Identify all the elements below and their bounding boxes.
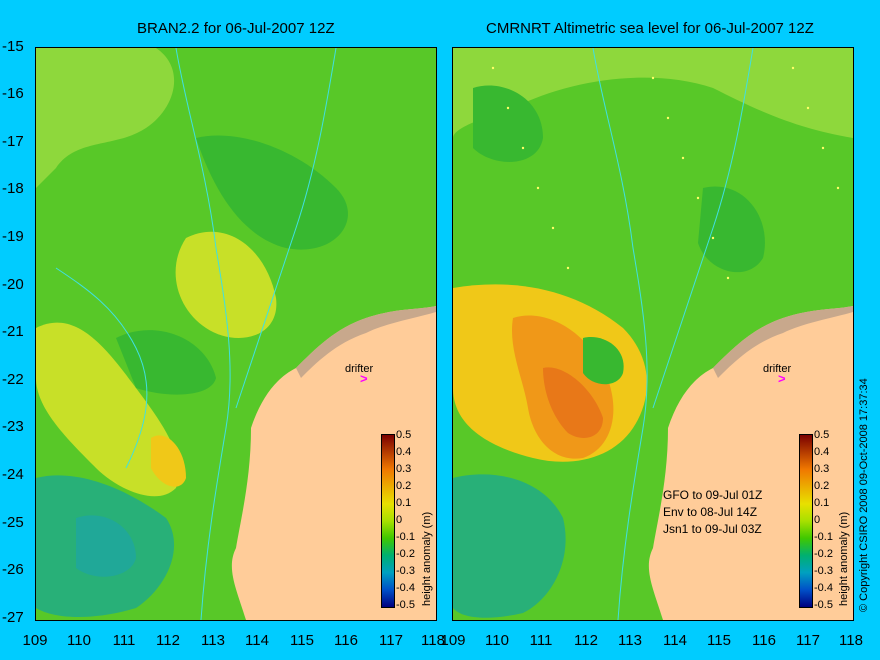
right-dark-green-blob-1 [473, 85, 543, 162]
y-tick: -19 [2, 228, 24, 245]
legend-gfo: GFO to 09-Jul 01Z [663, 488, 763, 502]
x-tick: 114 [663, 632, 687, 649]
x-tick: 114 [245, 632, 269, 649]
left-contour-2 [235, 48, 337, 409]
x-tick: 113 [201, 632, 225, 649]
colorbar-tick-label: 0.4 [814, 446, 830, 458]
left-yellow-lower-region [36, 322, 179, 497]
colorbar-tick-label: 0.2 [814, 480, 830, 492]
left-teal-core [76, 515, 136, 577]
y-tick: -24 [2, 466, 24, 483]
x-tick: 113 [618, 632, 642, 649]
x-tick: 118 [421, 632, 445, 649]
colorbar-tick-label: -0.5 [814, 599, 833, 611]
x-tick: 111 [112, 632, 136, 649]
x-tick: 116 [334, 632, 358, 649]
x-tick: 118 [839, 632, 863, 649]
y-tick: -23 [2, 418, 24, 435]
left-map-svg [36, 48, 436, 620]
right-coast-shelf [713, 306, 853, 378]
x-tick: 115 [290, 632, 314, 649]
colorbar-tick-label: 0.2 [396, 480, 412, 492]
y-tick: -16 [2, 85, 24, 102]
right-teal-region [453, 474, 566, 618]
left-light-green-region [36, 48, 175, 188]
colorbar-tick-label: -0.2 [814, 548, 833, 560]
left-colorbar-svg [382, 435, 394, 607]
colorbar-tick-label: -0.5 [396, 599, 415, 611]
x-tick: 115 [707, 632, 731, 649]
legend-jsn1: Jsn1 to 09-Jul 03Z [663, 522, 762, 536]
x-tick: 109 [22, 632, 48, 649]
colorbar-tick-label: 0.5 [814, 429, 830, 441]
colorbar-tick-label: 0 [396, 514, 403, 526]
left-panel-title: BRAN2.2 for 06-Jul-2007 12Z [137, 20, 335, 37]
left-coast-shelf [296, 306, 436, 378]
x-tick: 112 [574, 632, 598, 649]
x-tick: 110 [67, 632, 91, 649]
y-tick: -18 [2, 180, 24, 197]
right-green-eddy [583, 337, 624, 385]
right-drifter-marker: > [778, 371, 786, 386]
left-colorbar [381, 434, 395, 608]
colorbar-tick-label: -0.4 [396, 582, 415, 594]
left-map-panel [35, 47, 437, 621]
right-colorbar [799, 434, 813, 608]
left-drifter-label: drifter [345, 363, 374, 375]
right-orange-deep [543, 367, 603, 438]
x-tick: 117 [379, 632, 403, 649]
left-drifter-marker: > [360, 371, 368, 386]
right-colorbar-title: height anomaly (m) [838, 511, 850, 606]
colorbar-tick-label: -0.3 [396, 565, 415, 577]
y-tick: -22 [2, 371, 24, 388]
right-dark-green-blob-2 [698, 186, 765, 273]
right-drifter-label: drifter [763, 363, 792, 375]
right-contour-2 [652, 48, 754, 409]
colorbar-tick-label: 0.3 [396, 463, 412, 475]
colorbar-tick-label: 0.3 [814, 463, 830, 475]
left-green-blob [116, 330, 216, 395]
left-yellow-region [175, 231, 277, 338]
y-tick: -21 [2, 323, 24, 340]
legend-env: Env to 08-Jul 14Z [663, 505, 758, 519]
right-map-panel [452, 47, 854, 621]
colorbar-tick-label: -0.1 [814, 531, 833, 543]
colorbar-tick-label: -0.1 [396, 531, 415, 543]
colorbar-tick-label: -0.4 [814, 582, 833, 594]
colorbar-tick-label: 0.1 [396, 497, 412, 509]
left-dark-green-region [196, 135, 348, 250]
colorbar-tick-label: 0 [814, 514, 821, 526]
x-tick: 116 [752, 632, 776, 649]
x-tick: 117 [796, 632, 820, 649]
colorbar-tick-label: 0.5 [396, 429, 412, 441]
x-tick: 109 [440, 632, 466, 649]
left-contour-1 [175, 48, 231, 620]
colorbar-tick-label: 0.4 [396, 446, 412, 458]
right-contour-1 [592, 48, 648, 620]
y-tick: -15 [2, 38, 24, 55]
right-map-svg [453, 48, 853, 620]
y-tick: -20 [2, 276, 24, 293]
left-colorbar-title: height anomaly (m) [421, 511, 433, 606]
x-tick: 111 [529, 632, 553, 649]
right-colorbar-svg [800, 435, 812, 607]
right-altimetry-track-dots [491, 66, 840, 280]
right-light-green-region [453, 48, 853, 138]
colorbar-tick-label: 0.1 [814, 497, 830, 509]
y-tick: -27 [2, 609, 24, 626]
colorbar-tick-label: -0.2 [396, 548, 415, 560]
left-orange-region [151, 435, 186, 487]
right-panel-title: CMRNRT Altimetric sea level for 06-Jul-2… [486, 20, 814, 37]
colorbar-tick-label: -0.3 [814, 565, 833, 577]
x-tick: 110 [485, 632, 509, 649]
copyright-text: © Copyright CSIRO 2008 09-Oct-2008 17:37… [858, 378, 870, 612]
x-tick: 112 [156, 632, 180, 649]
left-contour-3 [55, 267, 148, 469]
y-tick: -17 [2, 133, 24, 150]
y-tick: -25 [2, 514, 24, 531]
y-tick: -26 [2, 561, 24, 578]
